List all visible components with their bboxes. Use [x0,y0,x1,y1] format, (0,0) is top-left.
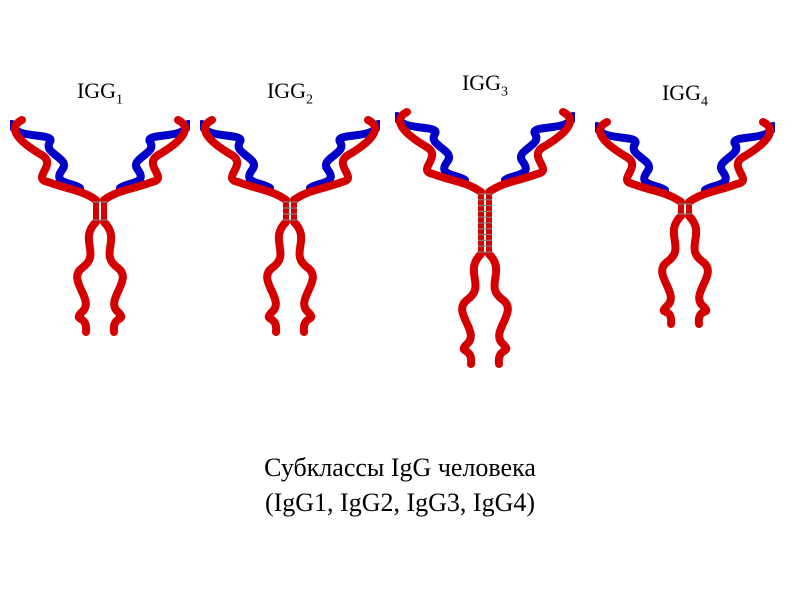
antibody-igg1 [10,110,190,340]
panel-igg1: IGG1 [10,78,190,340]
panel-igg4: IGG4 [595,80,775,332]
panel-igg3: IGG3 [395,70,575,372]
heavy-chain-fc-right [689,216,708,324]
heavy-chain-fc-left [662,216,681,324]
panel-label-igg1: IGG1 [10,78,190,108]
heavy-chain-fc-left [267,222,286,332]
panel-label-main: IGG [267,78,306,103]
heavy-chain-fc-left [462,254,481,364]
antibody-igg3 [395,102,575,372]
panel-label-main: IGG [77,78,116,103]
panel-igg2: IGG2 [200,78,380,340]
heavy-chain-fc-right [489,254,508,364]
caption-line-1: Субклассы IgG человека [264,450,536,485]
panel-label-igg4: IGG4 [595,80,775,110]
caption-line-2: (IgG1, IgG2, IgG3, IgG4) [264,485,536,520]
figure-canvas: { "figure": { "background": "#ffffff", "… [0,0,800,600]
heavy-chain-fc-right [104,222,123,332]
heavy-chain-fc-left [77,222,96,332]
panel-label-igg2: IGG2 [200,78,380,108]
panel-label-sub: 1 [116,92,123,107]
panel-label-main: IGG [662,80,701,105]
antibody-igg2 [200,110,380,340]
panel-label-sub: 3 [501,84,508,99]
panel-label-sub: 4 [701,94,708,109]
panel-label-main: IGG [462,70,501,95]
figure-caption: Субклассы IgG человека (IgG1, IgG2, IgG3… [264,450,536,520]
antibody-igg4 [595,112,775,332]
heavy-chain-fc-right [294,222,313,332]
panel-label-sub: 2 [306,92,313,107]
panel-label-igg3: IGG3 [395,70,575,100]
